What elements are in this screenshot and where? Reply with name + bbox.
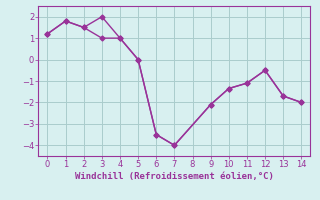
X-axis label: Windchill (Refroidissement éolien,°C): Windchill (Refroidissement éolien,°C) (75, 172, 274, 181)
